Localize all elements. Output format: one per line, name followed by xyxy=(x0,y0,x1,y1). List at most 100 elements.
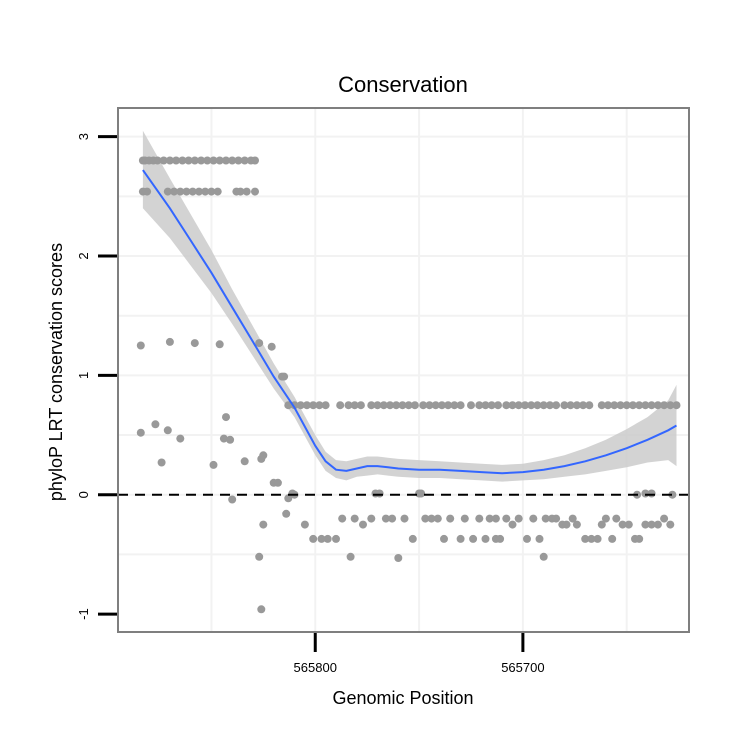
data-point xyxy=(176,187,185,196)
data-point xyxy=(381,514,390,523)
data-point xyxy=(143,187,152,196)
data-point xyxy=(641,520,650,529)
data-point xyxy=(475,401,484,410)
data-point xyxy=(560,401,569,410)
data-point xyxy=(165,156,174,165)
data-point xyxy=(585,401,594,410)
data-point xyxy=(408,534,417,543)
data-point xyxy=(215,340,224,349)
data-point xyxy=(535,534,544,543)
y-tick-label: 2 xyxy=(76,252,91,259)
x-tick-label: 565800 xyxy=(294,660,337,675)
data-point xyxy=(618,520,627,529)
data-point xyxy=(514,514,523,523)
data-point xyxy=(541,514,550,523)
data-point xyxy=(332,534,340,543)
data-point xyxy=(460,514,469,523)
data-point xyxy=(259,520,268,529)
data-point xyxy=(163,187,172,196)
data-point xyxy=(350,514,359,523)
data-point xyxy=(593,534,602,543)
data-point xyxy=(635,534,644,543)
data-point xyxy=(612,514,621,523)
data-point xyxy=(251,187,259,196)
data-point xyxy=(502,514,511,523)
data-point xyxy=(539,552,548,561)
data-point xyxy=(222,156,230,165)
data-point xyxy=(228,495,237,504)
data-point xyxy=(209,156,218,165)
data-point xyxy=(300,520,309,529)
data-point xyxy=(481,534,490,543)
data-point xyxy=(350,401,359,410)
data-point xyxy=(207,187,216,196)
data-point xyxy=(309,401,318,410)
data-point xyxy=(410,401,419,410)
data-point xyxy=(226,435,235,444)
data-point xyxy=(450,401,459,410)
data-point xyxy=(579,401,588,410)
data-point xyxy=(494,401,502,410)
axes: -1 0 1 2 3 565800 565700 xyxy=(76,133,545,675)
data-point xyxy=(236,187,245,196)
data-point xyxy=(163,426,172,435)
data-point xyxy=(653,401,662,410)
data-point xyxy=(251,156,259,165)
data-point xyxy=(437,401,446,410)
data-point xyxy=(444,401,453,410)
data-point xyxy=(398,401,407,410)
data-point xyxy=(159,156,168,165)
data-point xyxy=(491,514,500,523)
y-tick-label: 1 xyxy=(76,372,91,379)
panel-border xyxy=(117,107,690,633)
confidence-ribbon xyxy=(142,130,677,482)
data-point xyxy=(572,401,581,410)
data-point xyxy=(624,520,633,529)
data-point xyxy=(172,156,181,165)
confidence-band xyxy=(142,130,677,482)
data-point xyxy=(356,401,365,410)
data-point xyxy=(136,428,145,437)
data-point xyxy=(284,401,293,410)
data-point xyxy=(346,552,355,561)
data-point xyxy=(653,520,662,529)
data-point xyxy=(529,514,538,523)
data-point xyxy=(240,457,249,466)
y-axis-label: phyloP LRT conservation scores xyxy=(46,243,66,501)
data-point xyxy=(608,534,617,543)
data-point xyxy=(282,509,291,518)
data-point xyxy=(367,401,376,410)
data-point xyxy=(508,401,517,410)
data-point xyxy=(475,514,484,523)
data-point xyxy=(213,187,222,196)
data-point xyxy=(315,401,324,410)
data-point xyxy=(419,401,428,410)
data-point xyxy=(427,514,436,523)
data-point xyxy=(280,372,289,381)
data-point xyxy=(201,187,210,196)
data-point xyxy=(240,156,249,165)
data-point xyxy=(566,401,575,410)
smooth-line-layer xyxy=(142,169,678,475)
data-point xyxy=(456,534,465,543)
data-point xyxy=(296,401,305,410)
data-point xyxy=(255,339,264,348)
data-point xyxy=(190,339,199,348)
data-point xyxy=(323,534,332,543)
data-point xyxy=(273,478,282,487)
data-point xyxy=(215,156,224,165)
data-point xyxy=(552,401,561,410)
data-point xyxy=(321,401,330,410)
data-point xyxy=(219,434,228,443)
data-point xyxy=(222,413,230,422)
data-point xyxy=(136,341,145,350)
data-point xyxy=(388,514,397,523)
data-point xyxy=(182,187,191,196)
data-point xyxy=(178,156,187,165)
data-point xyxy=(485,514,494,523)
data-point xyxy=(672,401,681,410)
data-point xyxy=(379,401,388,410)
data-point xyxy=(257,605,266,614)
data-point xyxy=(203,156,212,165)
